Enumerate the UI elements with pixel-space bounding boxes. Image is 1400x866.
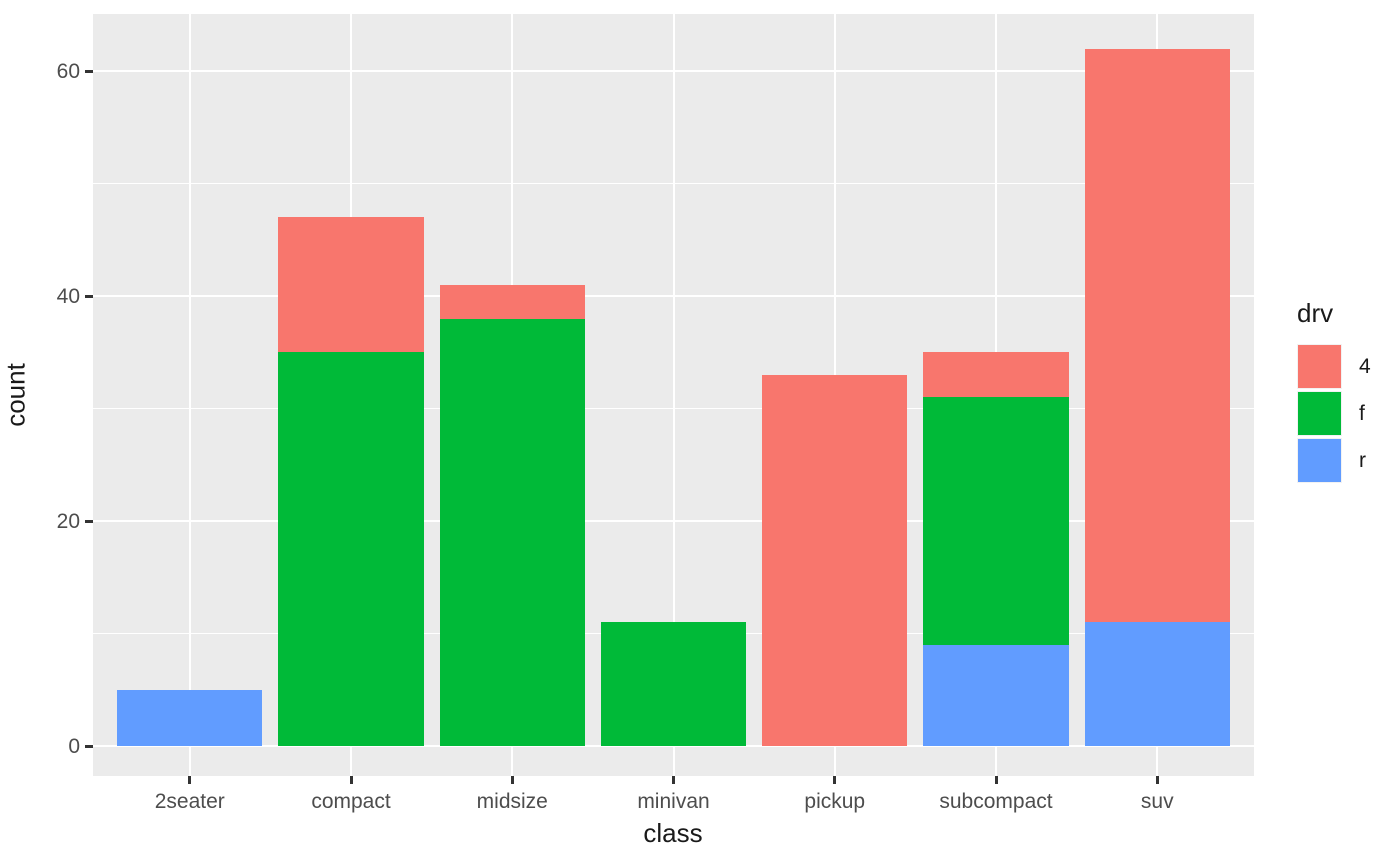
x-tick-mark — [833, 776, 837, 784]
bar-segment-compact-drv-f — [278, 352, 424, 746]
legend-label-f: f — [1359, 401, 1365, 425]
legend-label-4: 4 — [1359, 354, 1371, 378]
x-tick-label-suv: suv — [1140, 790, 1174, 813]
legend-key-fill — [1298, 392, 1341, 435]
bar-minivan — [600, 622, 747, 746]
bar-suv — [1084, 48, 1230, 746]
legend-key-icon — [1297, 344, 1342, 389]
x-axis-title: class — [643, 818, 703, 848]
y-tick-label-20: 20 — [56, 509, 80, 533]
x-tick-mark — [510, 776, 514, 784]
bar-segment-2seater-drv-r — [117, 689, 263, 746]
bar-compact — [278, 217, 424, 746]
legend-key-icon — [1297, 391, 1342, 436]
bar-segment-subcompact-drv-r — [923, 644, 1069, 746]
plot-panel — [93, 14, 1254, 776]
x-tick-mark — [188, 776, 192, 784]
y-tick-label-0: 0 — [68, 734, 80, 758]
y-tick-label-40: 40 — [56, 284, 80, 308]
x-tick-label-midsize: midsize — [476, 790, 548, 813]
bar-segment-subcompact-drv-f — [923, 397, 1069, 645]
vertical-gridline — [672, 14, 675, 776]
bar-pickup — [762, 374, 908, 746]
bar-subcompact — [923, 352, 1069, 746]
legend-key-fill — [1298, 345, 1341, 388]
bar-segment-pickup-drv-4 — [762, 374, 908, 746]
x-tick-label-compact: compact — [311, 790, 391, 813]
x-tick-mark — [672, 776, 675, 784]
legend-key-icon — [1297, 438, 1342, 483]
x-tick-label-pickup: pickup — [804, 790, 866, 813]
y-axis-title: count — [0, 363, 31, 427]
x-tick-mark — [1155, 776, 1159, 784]
bar-midsize — [439, 284, 585, 746]
bar-segment-minivan-drv-f — [600, 622, 747, 746]
x-tick-mark — [349, 776, 353, 784]
bar-segment-subcompact-drv-4 — [923, 352, 1069, 398]
x-tick-label-minivan: minivan — [637, 790, 710, 813]
legend-row-r: r — [1297, 438, 1371, 483]
y-tick-label-60: 60 — [56, 59, 80, 83]
y-tick-mark — [85, 519, 93, 523]
x-tick-label-2seater: 2seater — [154, 790, 225, 813]
bar-segment-midsize-drv-f — [439, 318, 585, 746]
legend-row-f: f — [1297, 391, 1371, 436]
bar-segment-suv-drv-4 — [1084, 48, 1230, 623]
legend-key-fill — [1298, 439, 1341, 482]
x-tick-mark — [994, 776, 998, 784]
y-tick-mark — [85, 744, 93, 748]
vertical-gridline — [188, 14, 191, 776]
y-tick-mark — [85, 69, 93, 73]
legend-label-r: r — [1359, 448, 1366, 472]
x-tick-label-subcompact: subcompact — [939, 790, 1053, 813]
bar-segment-suv-drv-r — [1084, 622, 1230, 746]
bar-segment-midsize-drv-4 — [439, 284, 585, 319]
legend-row-4: 4 — [1297, 344, 1371, 389]
y-tick-mark — [85, 294, 93, 298]
bar-2seater — [117, 689, 263, 746]
legend-title: drv — [1297, 298, 1334, 328]
bar-segment-compact-drv-4 — [278, 217, 424, 353]
